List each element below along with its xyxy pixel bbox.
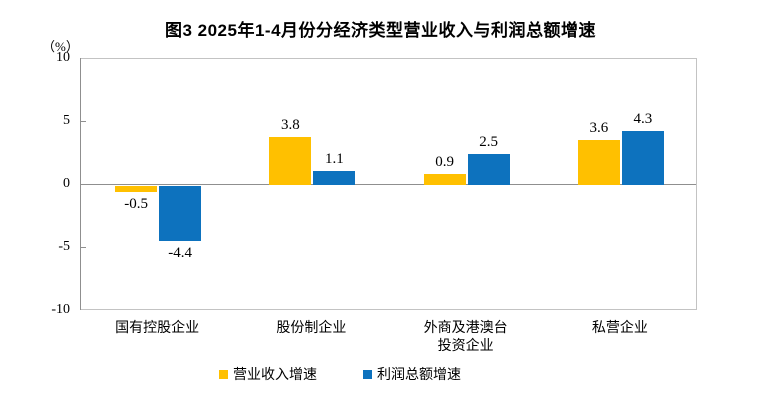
bar-value-label: 0.9 — [435, 153, 454, 170]
bar-value-label: 4.3 — [633, 110, 653, 127]
legend-swatch-profit-growth — [363, 369, 372, 379]
y-axis-tick-mark — [80, 247, 86, 248]
y-axis-tick-label: 5 — [63, 113, 70, 128]
legend: 营业收入增速 利润总额增速 — [219, 364, 461, 384]
zero-gridline — [81, 184, 696, 185]
y-axis-tick-label: -10 — [51, 302, 70, 317]
legend-swatch-revenue-growth — [219, 369, 228, 379]
legend-label-profit-growth: 利润总额增速 — [377, 368, 461, 383]
bar-profit-growth — [621, 130, 664, 185]
chart-title: 图3 2025年1-4月份分经济类型营业收入与利润总额增速 — [164, 21, 597, 40]
bar-value-label: 2.5 — [479, 133, 498, 150]
bar-revenue-growth — [577, 139, 620, 185]
y-axis-tick-label: 10 — [56, 50, 70, 65]
bar-value-label: 3.6 — [589, 119, 609, 136]
bar-revenue-growth — [423, 173, 466, 185]
bar-revenue-growth — [269, 137, 312, 185]
category-label: 股份制企业 — [276, 321, 347, 336]
y-axis-unit-label: （%） — [42, 39, 79, 54]
category-label: 私营企业 — [591, 321, 648, 336]
bar-profit-growth — [313, 171, 356, 185]
bar-value-label: 3.8 — [281, 117, 300, 134]
legend-item-profit-growth: 利润总额增速 — [363, 364, 461, 384]
y-axis-line — [80, 58, 81, 310]
bar-revenue-growth — [115, 186, 158, 193]
bar-value-label: -4.4 — [168, 245, 192, 262]
bar-profit-growth — [159, 186, 202, 242]
y-axis-tick-label: 0 — [63, 176, 70, 191]
y-axis-tick-label: -5 — [58, 239, 70, 254]
bar-value-label: 1.1 — [325, 151, 344, 168]
plot-area: -0.5 3.8 0.9 3.6 -4.4 1.1 2.5 4.3 — [80, 58, 697, 310]
y-axis-tick-mark — [80, 121, 86, 122]
legend-item-revenue-growth: 营业收入增速 — [219, 364, 317, 384]
category-label: 国有控股企业 — [115, 321, 200, 336]
bar-value-label: -0.5 — [124, 196, 148, 213]
legend-label-revenue-growth: 营业收入增速 — [233, 368, 317, 383]
category-label: 外商及港澳台 投资企业 — [423, 321, 508, 354]
bar-profit-growth — [467, 153, 510, 185]
